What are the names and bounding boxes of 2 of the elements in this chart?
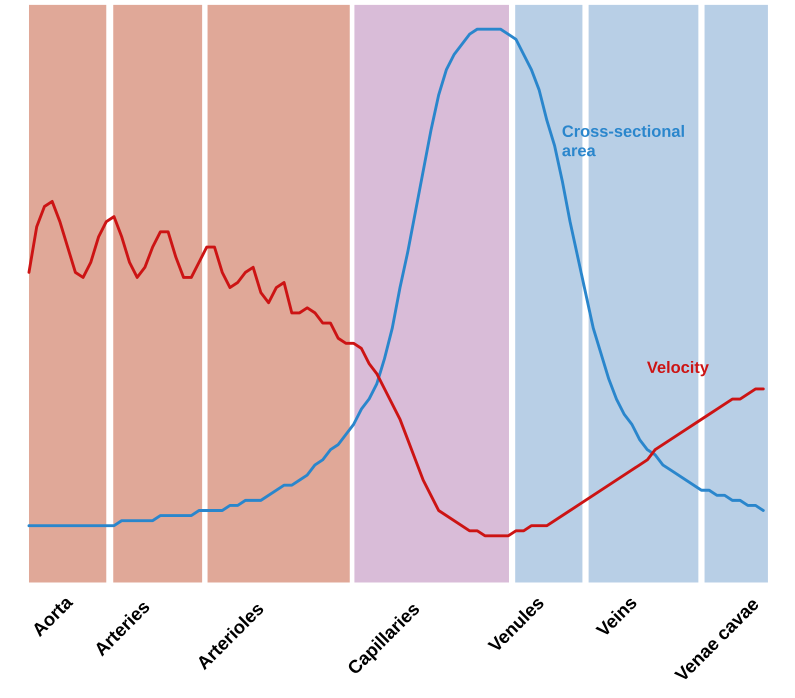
series-label: Cross-sectional area (562, 124, 684, 156)
series-label: Velocity (647, 360, 709, 376)
